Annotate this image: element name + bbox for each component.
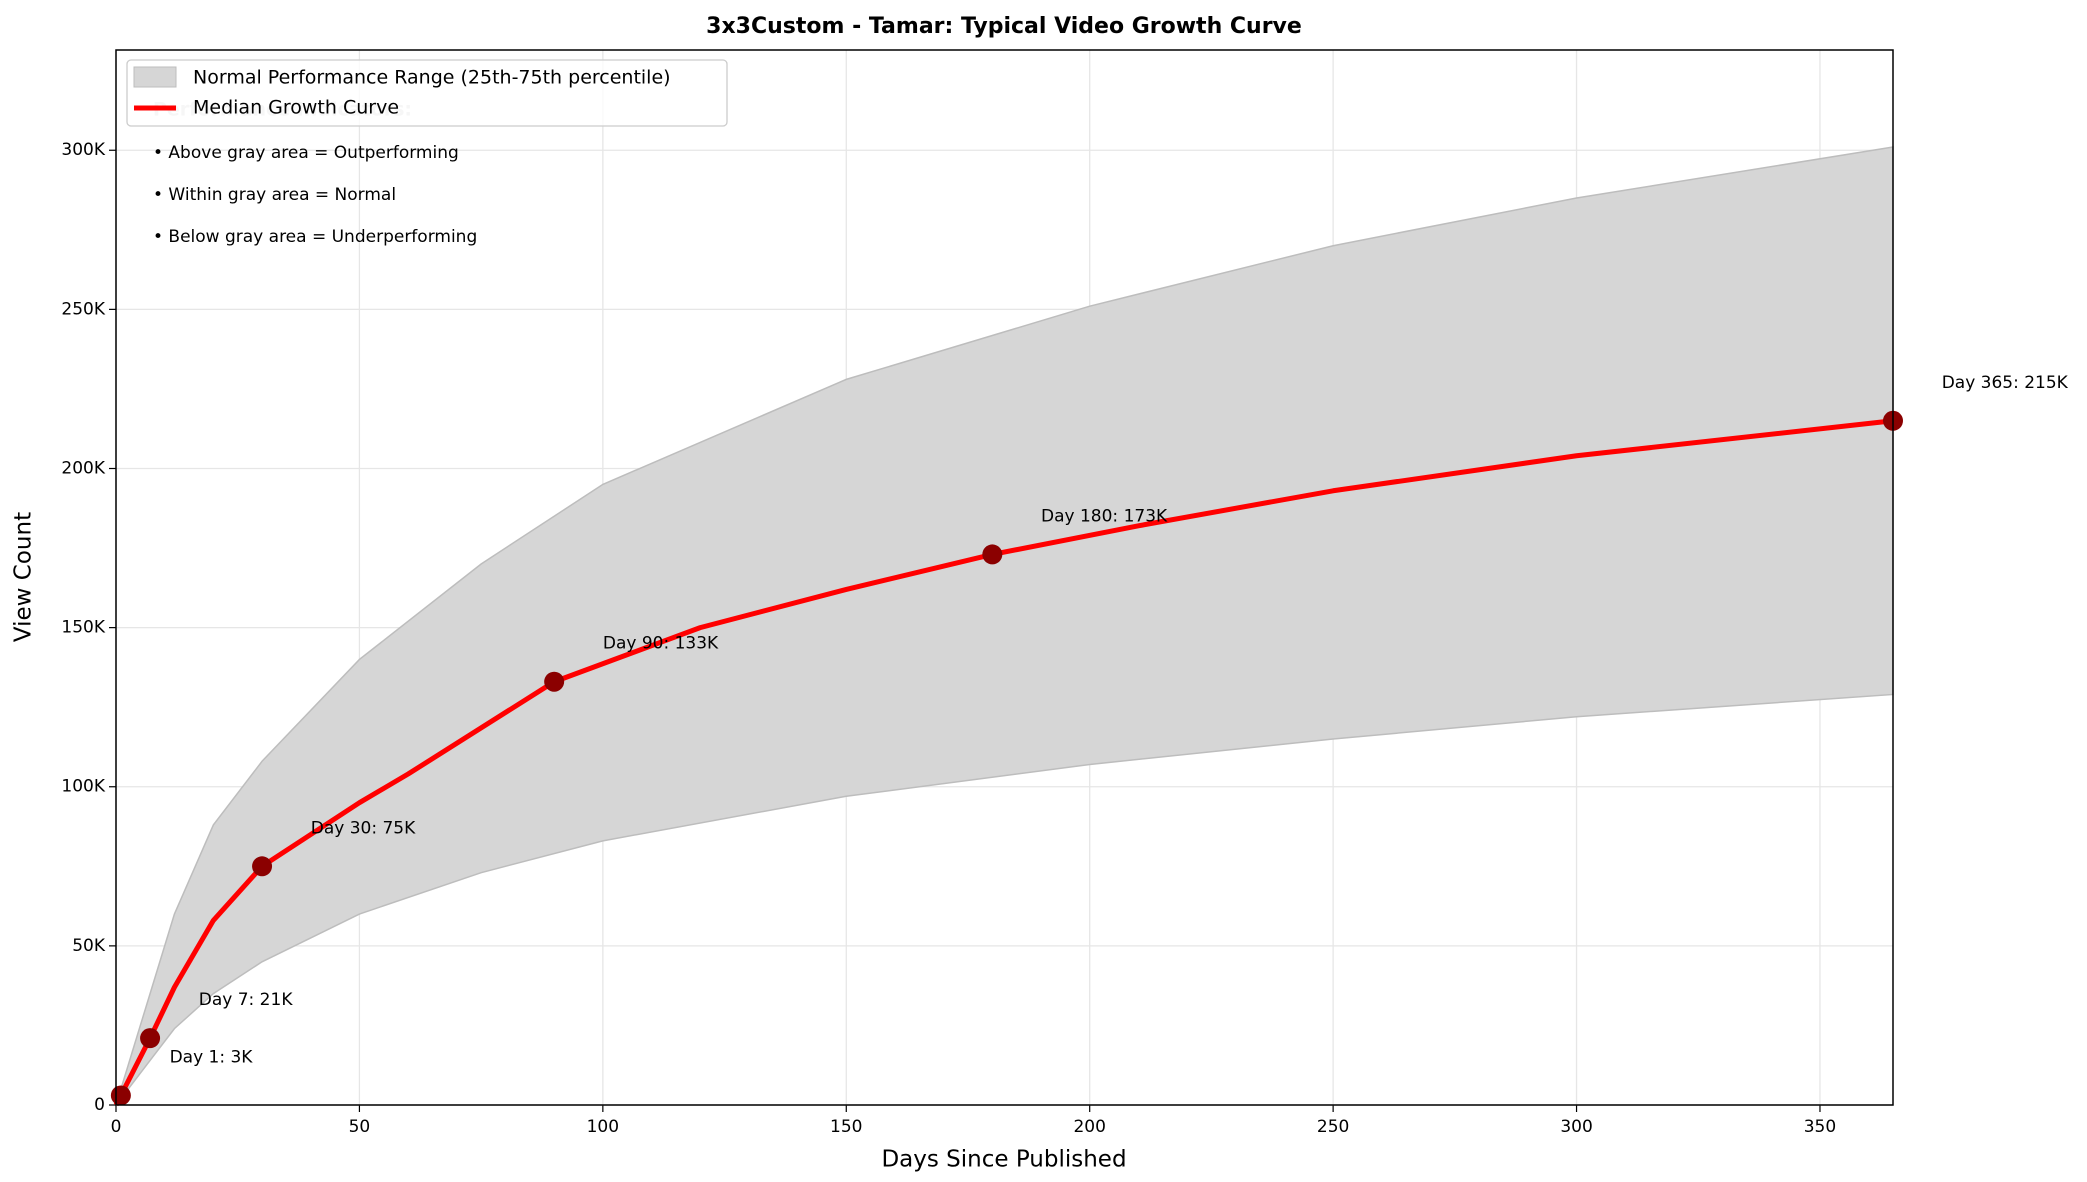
x-tick-label: 350 [1804,1117,1836,1137]
median-line [113,418,1894,1107]
milestone-marker [544,671,565,692]
milestone-marker [140,1028,161,1049]
milestone-label: Day 180: 173K [1041,506,1168,526]
milestone-marker [110,1085,131,1106]
chart-title: 3x3Custom - Tamar: Typical Video Growth … [706,14,1302,39]
note: • Within gray area = Normal [153,185,396,205]
y-tick-label: 300K [61,140,105,160]
note: • Above gray area = Outperforming [153,143,459,163]
x-axis-label: Days Since Published [881,1147,1126,1173]
milestone-marker [252,856,273,877]
x-tick-label: 0 [111,1117,122,1137]
milestone-label: Day 1: 3K [170,1047,254,1067]
legend-box [126,59,728,127]
legend-swatch [133,66,177,88]
legend-label: Median Growth Curve [193,97,399,119]
legend-label: Normal Performance Range (25th-75th perc… [193,67,671,89]
x-tick-label: 300 [1560,1117,1592,1137]
milestone-label: Day 90: 133K [603,634,719,654]
x-tick-label: 100 [587,1117,619,1137]
x-tick-label: 200 [1073,1117,1105,1137]
y-tick-label: 100K [61,777,105,797]
milestone-marker [982,544,1003,565]
plot-frame [115,49,1894,1106]
y-tick-label: 200K [61,458,105,478]
x-tick-label: 250 [1317,1117,1349,1137]
x-tick-label: 150 [830,1117,862,1137]
y-tick-label: 250K [61,299,105,319]
y-tick-label: 0 [94,1095,105,1115]
y-tick-label: 150K [61,618,105,638]
milestone-label: Day 365: 215K [1942,373,2069,393]
milestone-label: Day 30: 75K [311,818,416,838]
note: • Below gray area = Underperforming [153,227,477,247]
y-tick-label: 50K [72,936,106,956]
y-axis-label: View Count [11,512,37,642]
x-tick-label: 50 [349,1117,371,1137]
milestone-label: Day 7: 21K [199,990,294,1010]
